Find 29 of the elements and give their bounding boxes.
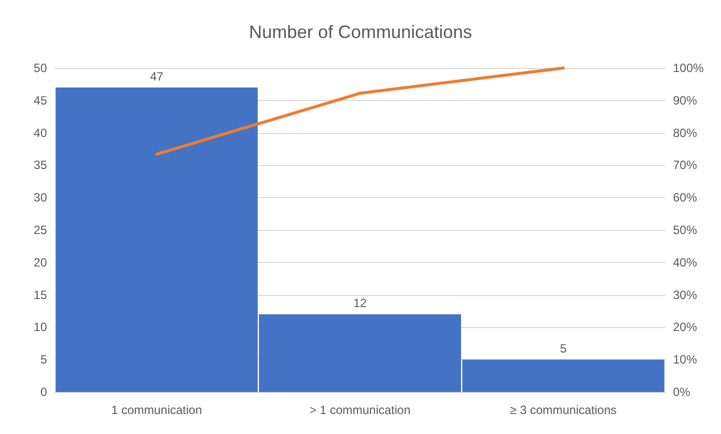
data-label: 12 xyxy=(353,296,367,310)
y-tick-label: 5 xyxy=(40,352,48,367)
x-tick-label: > 1 communication xyxy=(309,403,411,417)
y-tick-label: 45 xyxy=(34,93,48,108)
y-tick-label: 50 xyxy=(34,61,48,75)
y2-tick-label: 60% xyxy=(673,190,698,205)
y-tick-label: 25 xyxy=(34,223,48,237)
y-tick-label: 15 xyxy=(34,288,48,302)
y2-tick-label: 80% xyxy=(673,126,698,140)
y2-tick-label: 10% xyxy=(673,352,698,367)
y2-tick-label: 50% xyxy=(673,223,698,237)
data-label: 5 xyxy=(560,342,567,356)
x-tick-label: 1 communication xyxy=(111,403,202,417)
y-tick-label: 40 xyxy=(34,126,48,140)
y-tick-label: 30 xyxy=(34,190,48,205)
y2-tick-label: 0% xyxy=(673,385,691,399)
y-tick-label: 35 xyxy=(34,158,48,172)
y2-tick-label: 100% xyxy=(673,61,704,75)
y2-tick-label: 20% xyxy=(673,320,698,334)
chart-title: Number of Communications xyxy=(248,22,472,42)
y2-tick-label: 30% xyxy=(673,288,698,302)
y-tick-label: 0 xyxy=(40,385,48,399)
data-label: 47 xyxy=(150,69,164,84)
y2-tick-label: 70% xyxy=(673,158,698,172)
y2-tick-label: 40% xyxy=(673,255,698,270)
y-tick-label: 20 xyxy=(34,255,48,270)
y-tick-label: 10 xyxy=(34,320,48,334)
x-tick-label: ≥ 3 communications xyxy=(510,403,617,417)
y2-tick-label: 90% xyxy=(673,93,698,108)
